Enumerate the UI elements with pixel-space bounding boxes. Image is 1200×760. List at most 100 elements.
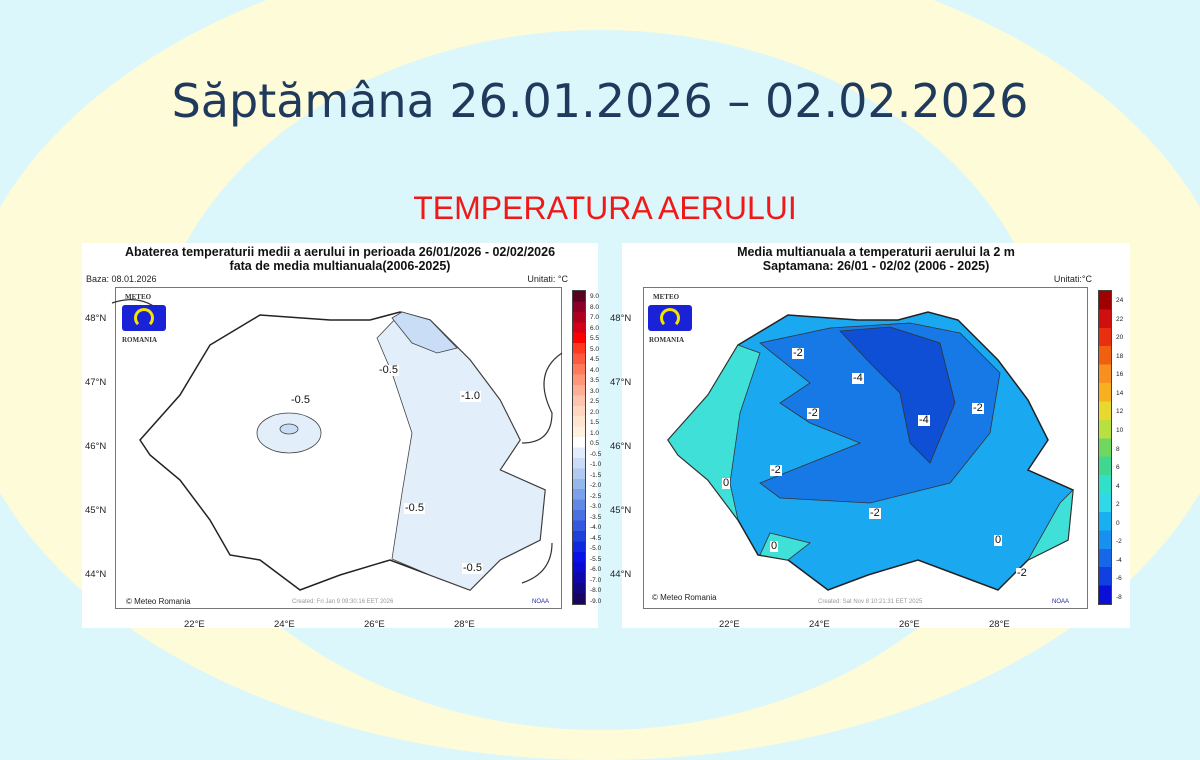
contour-label: -0.5 xyxy=(462,562,483,574)
colorbar-label: 5.0 xyxy=(590,345,600,353)
contour-label: -2 xyxy=(972,402,984,414)
contour-label: -0.5 xyxy=(290,394,311,406)
map-frame xyxy=(643,287,1088,609)
meteo-romania-logo xyxy=(648,305,692,331)
logo-bottom-text: ROMANIA xyxy=(122,336,157,344)
logo-top-text: METEO xyxy=(653,293,680,301)
colorbar-label: 8.0 xyxy=(590,303,600,311)
colorbar-label: -6 xyxy=(1116,575,1122,583)
colorbar-label: 16 xyxy=(1116,371,1124,379)
latitude-label: 44°N xyxy=(610,569,632,580)
climatology-map: Media multianuala a temperaturii aerului… xyxy=(610,243,1130,630)
colorbar-label: 12 xyxy=(1116,408,1124,416)
copyright: © Meteo Romania xyxy=(652,593,717,602)
colorbar-label: -9.0 xyxy=(590,597,602,605)
colorbar-label: -3.5 xyxy=(590,513,602,521)
latitude-label: 47°N xyxy=(85,377,107,388)
colorbar-label: 8 xyxy=(1116,445,1120,453)
meteo-romania-logo xyxy=(122,305,166,331)
map-subtitle: fata de media multianuala(2006-2025) xyxy=(229,259,451,273)
longitude-label: 22°E xyxy=(184,619,205,630)
colorbar-label: 9.0 xyxy=(590,293,600,301)
latitude-label: 45°N xyxy=(610,505,632,516)
colorbar-label: -4.0 xyxy=(590,524,602,532)
longitude-label: 28°E xyxy=(989,619,1010,630)
logo-bottom-text: ROMANIA xyxy=(649,336,684,344)
colorbar-label: 2.5 xyxy=(590,398,600,406)
latitude-label: 44°N xyxy=(85,569,107,580)
latitude-label: 46°N xyxy=(85,441,107,452)
latitude-label: 48°N xyxy=(85,313,107,324)
contour-label: -0.5 xyxy=(404,502,425,514)
colorbar-label: -5.0 xyxy=(590,545,602,553)
colorbar-label: 0.5 xyxy=(590,440,600,448)
romania-map xyxy=(111,299,563,591)
colorbar-label: 22 xyxy=(1116,315,1124,323)
slide-subtitle: TEMPERATURA AERULUI xyxy=(413,190,797,226)
contour-label: -4 xyxy=(852,372,864,384)
created-stamp: Created: Fri Jan 9 09:30:16 EET 2026 xyxy=(292,599,394,605)
contour-label: -2 xyxy=(807,407,819,419)
colorbar-label: -6.0 xyxy=(590,566,602,574)
colorbar-label: 20 xyxy=(1116,334,1124,342)
colorbar xyxy=(572,290,586,605)
contour-label: -1.0 xyxy=(460,390,481,402)
colorbar-label: 6.0 xyxy=(590,324,600,332)
colorbar-label: 7.0 xyxy=(590,314,600,322)
longitude-label: 26°E xyxy=(364,619,385,630)
contour-label: -2 xyxy=(869,507,881,519)
noaa-label: NOAA xyxy=(1052,599,1070,605)
colorbar-label: -3.0 xyxy=(590,503,602,511)
colorbar-label: 4.5 xyxy=(590,356,600,364)
contour-label: -4 xyxy=(918,414,930,426)
units: Unitati:°C xyxy=(1053,274,1092,284)
contour-label: -0.5 xyxy=(378,364,399,376)
colorbar-label: -2 xyxy=(1116,538,1122,546)
romania-map xyxy=(667,311,1074,591)
colorbar-label: 24 xyxy=(1116,297,1124,305)
colorbar-label: -4 xyxy=(1116,556,1122,564)
colorbar-label: 5.5 xyxy=(590,335,600,343)
colorbar-label: -1.0 xyxy=(590,461,602,469)
contour-label: 0 xyxy=(722,477,731,489)
units: Unitati: °C xyxy=(527,274,568,284)
base-date: Baza: 08.01.2026 xyxy=(86,274,157,284)
colorbar-label: -4.5 xyxy=(590,534,602,542)
colorbar-label: 6 xyxy=(1116,464,1120,472)
colorbar-label: -5.5 xyxy=(590,555,602,563)
colorbar-label: -8.0 xyxy=(590,587,602,595)
contour-label: 0 xyxy=(994,534,1003,546)
longitude-label: 22°E xyxy=(719,619,740,630)
logo-top-text: METEO xyxy=(125,293,152,301)
colorbar-label: 10 xyxy=(1116,426,1124,434)
anomaly-map: Abaterea temperaturii medii a aerului in… xyxy=(82,243,602,630)
longitude-label: 28°E xyxy=(454,619,475,630)
longitude-label: 24°E xyxy=(809,619,830,630)
colorbar-label: 18 xyxy=(1116,352,1124,360)
latitude-label: 48°N xyxy=(610,313,632,324)
map-subtitle: Saptamana: 26/01 - 02/02 (2006 - 2025) xyxy=(762,259,990,273)
colorbar-label: 0 xyxy=(1116,519,1120,527)
colorbar-label: 1.5 xyxy=(590,419,600,427)
colorbar-label: 1.0 xyxy=(590,429,600,437)
colorbar-label: 2.0 xyxy=(590,408,600,416)
colorbar-label: 4 xyxy=(1116,482,1120,490)
colorbar-label: 3.5 xyxy=(590,377,600,385)
noaa-label: NOAA xyxy=(532,599,550,605)
longitude-label: 24°E xyxy=(274,619,295,630)
contour-label: 0 xyxy=(770,540,779,552)
map-title: Abaterea temperaturii medii a aerului in… xyxy=(124,245,556,259)
map-frame xyxy=(115,287,562,609)
colorbar-label: 4.0 xyxy=(590,366,600,374)
colorbar-label: 2 xyxy=(1116,501,1120,509)
slide-title: Săptămâna 26.01.2026 – 02.02.2026 xyxy=(171,74,1029,128)
colorbar-label: -0.5 xyxy=(590,450,602,458)
map-title: Media multianuala a temperaturii aerului… xyxy=(737,245,1015,259)
latitude-label: 46°N xyxy=(610,441,632,452)
colorbar-label: 3.0 xyxy=(590,387,600,395)
contour-label: -2 xyxy=(792,347,804,359)
latitude-label: 45°N xyxy=(85,505,107,516)
latitude-label: 47°N xyxy=(610,377,632,388)
created-stamp: Created: Sat Nov 8 10:21:31 EET 2025 xyxy=(818,599,923,605)
colorbar-label: -2.5 xyxy=(590,492,602,500)
